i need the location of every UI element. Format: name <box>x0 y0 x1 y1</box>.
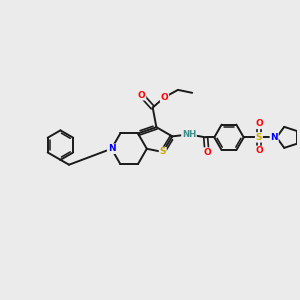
Text: O: O <box>160 93 168 102</box>
Text: S: S <box>160 148 166 157</box>
Text: N: N <box>270 133 278 142</box>
Text: O: O <box>138 91 146 100</box>
Text: O: O <box>255 146 263 155</box>
Text: O: O <box>203 148 211 157</box>
Text: O: O <box>255 119 263 128</box>
Text: S: S <box>256 133 262 142</box>
Text: NH: NH <box>182 130 196 139</box>
Text: N: N <box>108 144 115 153</box>
